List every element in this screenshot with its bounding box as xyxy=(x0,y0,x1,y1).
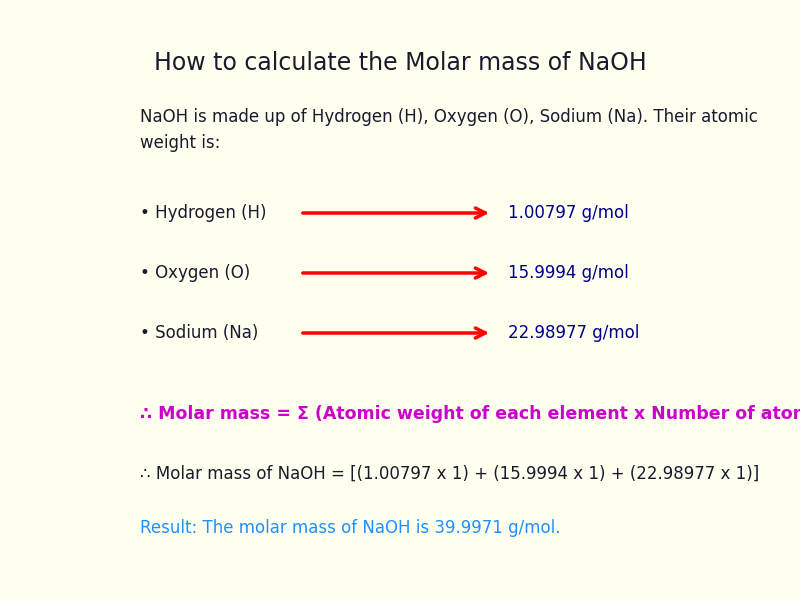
Text: How to calculate the Molar mass of NaOH: How to calculate the Molar mass of NaOH xyxy=(154,51,646,75)
Text: • Sodium (Na): • Sodium (Na) xyxy=(140,324,258,342)
Text: • Hydrogen (H): • Hydrogen (H) xyxy=(140,204,266,222)
Text: NaOH is made up of Hydrogen (H), Oxygen (O), Sodium (Na). Their atomic
weight is: NaOH is made up of Hydrogen (H), Oxygen … xyxy=(140,108,758,152)
Text: Result: The molar mass of NaOH is 39.9971 g/mol.: Result: The molar mass of NaOH is 39.997… xyxy=(140,519,561,537)
Text: 15.9994 g/mol: 15.9994 g/mol xyxy=(508,264,629,282)
Text: • Oxygen (O): • Oxygen (O) xyxy=(140,264,250,282)
Text: 1.00797 g/mol: 1.00797 g/mol xyxy=(508,204,629,222)
Text: ∴ Molar mass = Σ (Atomic weight of each element x Number of atoms: ∴ Molar mass = Σ (Atomic weight of each … xyxy=(140,405,800,423)
Text: 22.98977 g/mol: 22.98977 g/mol xyxy=(508,324,639,342)
Text: ∴ Molar mass of NaOH = [(1.00797 x 1) + (15.9994 x 1) + (22.98977 x 1)]: ∴ Molar mass of NaOH = [(1.00797 x 1) + … xyxy=(140,465,759,483)
